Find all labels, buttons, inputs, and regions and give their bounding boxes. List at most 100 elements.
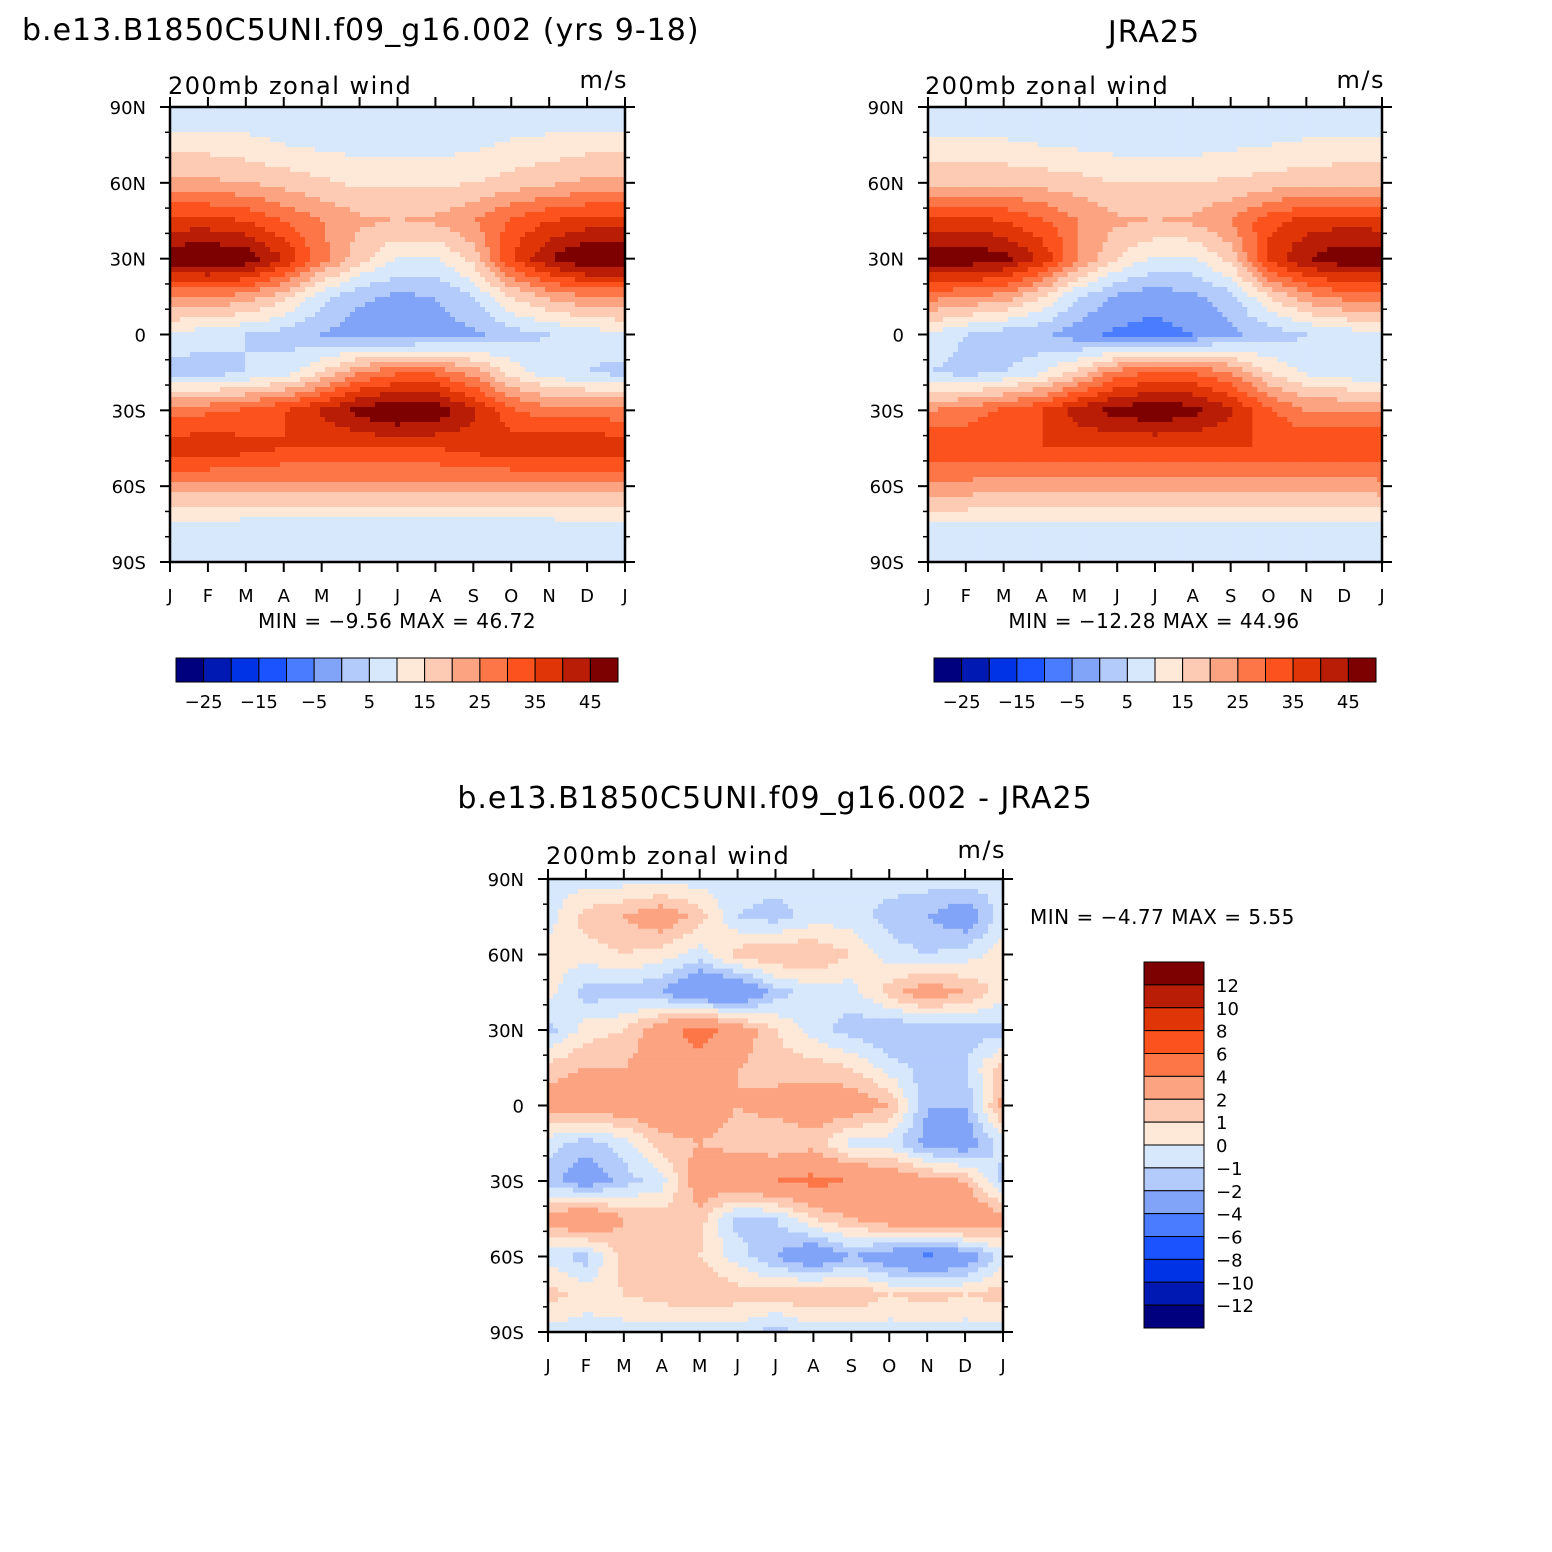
contour-cell xyxy=(510,302,516,308)
contour-cell xyxy=(525,367,531,373)
contour-cell xyxy=(525,162,531,168)
contour-cell xyxy=(290,272,296,278)
contour-cell xyxy=(355,307,361,313)
contour-cell xyxy=(450,167,456,173)
contour-cell xyxy=(550,152,556,158)
contour-cell xyxy=(405,377,411,383)
contour-cell xyxy=(450,277,456,283)
contour-cell xyxy=(450,302,456,308)
contour-cell xyxy=(445,352,451,358)
contour-cell xyxy=(520,332,526,338)
contour-cell xyxy=(375,147,381,153)
contour-cell xyxy=(220,217,226,223)
contour-cell xyxy=(595,127,601,133)
contour-cell xyxy=(480,162,486,168)
contour-cell xyxy=(375,357,381,363)
contour-cell xyxy=(345,172,351,178)
contour-cell xyxy=(275,277,281,283)
contour-cell xyxy=(225,207,231,213)
contour-cell xyxy=(585,137,591,143)
contour-cell xyxy=(405,122,411,128)
contour-cell xyxy=(605,317,611,323)
contour-cell xyxy=(400,117,406,123)
contour-cell xyxy=(350,202,356,208)
contour-cell xyxy=(315,212,321,218)
contour-cell xyxy=(350,267,356,273)
contour-cell xyxy=(445,252,451,258)
contour-cell xyxy=(580,192,586,198)
contour-cell xyxy=(185,242,191,248)
contour-cell xyxy=(600,177,606,183)
contour-cell xyxy=(480,132,486,138)
contour-cell xyxy=(230,197,236,203)
contour-cell xyxy=(580,272,586,278)
contour-cell xyxy=(280,132,286,138)
contour-cell xyxy=(220,267,226,273)
contour-cell xyxy=(480,287,486,293)
contour-cell xyxy=(555,237,561,243)
contour-cell xyxy=(340,302,346,308)
contour-cell xyxy=(405,177,411,183)
contour-cell xyxy=(435,117,441,123)
contour-cell xyxy=(480,322,486,328)
contour-cell xyxy=(525,357,531,363)
contour-cell xyxy=(575,162,581,168)
contour-cell xyxy=(460,142,466,148)
contour-cell xyxy=(240,257,246,263)
contour-cell xyxy=(180,162,186,168)
contour-cell xyxy=(600,252,606,258)
contour-cell xyxy=(280,307,286,313)
contour-cell xyxy=(455,347,461,353)
contour-cell xyxy=(570,352,576,358)
contour-cell xyxy=(240,217,246,223)
contour-cell xyxy=(505,377,511,383)
contour-cell xyxy=(505,347,511,353)
contour-cell xyxy=(610,372,616,378)
contour-cell xyxy=(425,212,431,218)
contour-cell xyxy=(540,242,546,248)
contour-cell xyxy=(350,342,356,348)
contour-cell xyxy=(465,372,471,378)
contour-cell xyxy=(310,242,316,248)
contour-cell xyxy=(210,167,216,173)
contour-cell xyxy=(290,262,296,268)
contour-cell xyxy=(290,347,296,353)
contour-cell xyxy=(425,362,431,368)
contour-cell xyxy=(290,197,296,203)
contour-cell xyxy=(395,367,401,373)
contour-cell xyxy=(300,332,306,338)
contour-cell xyxy=(190,327,196,333)
contour-cell xyxy=(195,127,201,133)
contour-cell xyxy=(585,337,591,343)
contour-cell xyxy=(175,222,181,228)
contour-cell xyxy=(370,202,376,208)
contour-cell xyxy=(310,302,316,308)
contour-cell xyxy=(355,327,361,333)
contour-cell xyxy=(330,302,336,308)
contour-cell xyxy=(250,372,256,378)
contour-cell xyxy=(320,287,326,293)
contour-cell xyxy=(190,337,196,343)
contour-cell xyxy=(405,112,411,118)
contour-cell xyxy=(605,142,611,148)
contour-cell xyxy=(540,357,546,363)
contour-cell xyxy=(230,212,236,218)
contour-cell xyxy=(330,372,336,378)
contour-cell xyxy=(405,212,411,218)
contour-cell xyxy=(380,372,386,378)
contour-cell xyxy=(335,122,341,128)
contour-cell xyxy=(225,177,231,183)
contour-cell xyxy=(320,177,326,183)
contour-cell xyxy=(530,227,536,233)
contour-cell xyxy=(550,112,556,118)
contour-cell xyxy=(415,152,421,158)
contour-cell xyxy=(355,257,361,263)
contour-cell xyxy=(535,117,541,123)
contour-cell xyxy=(385,237,391,243)
contour-cell xyxy=(500,117,506,123)
contour-cell xyxy=(245,362,251,368)
contour-cell xyxy=(250,207,256,213)
contour-cell xyxy=(250,227,256,233)
contour-cell xyxy=(210,302,216,308)
contour-cell xyxy=(420,132,426,138)
